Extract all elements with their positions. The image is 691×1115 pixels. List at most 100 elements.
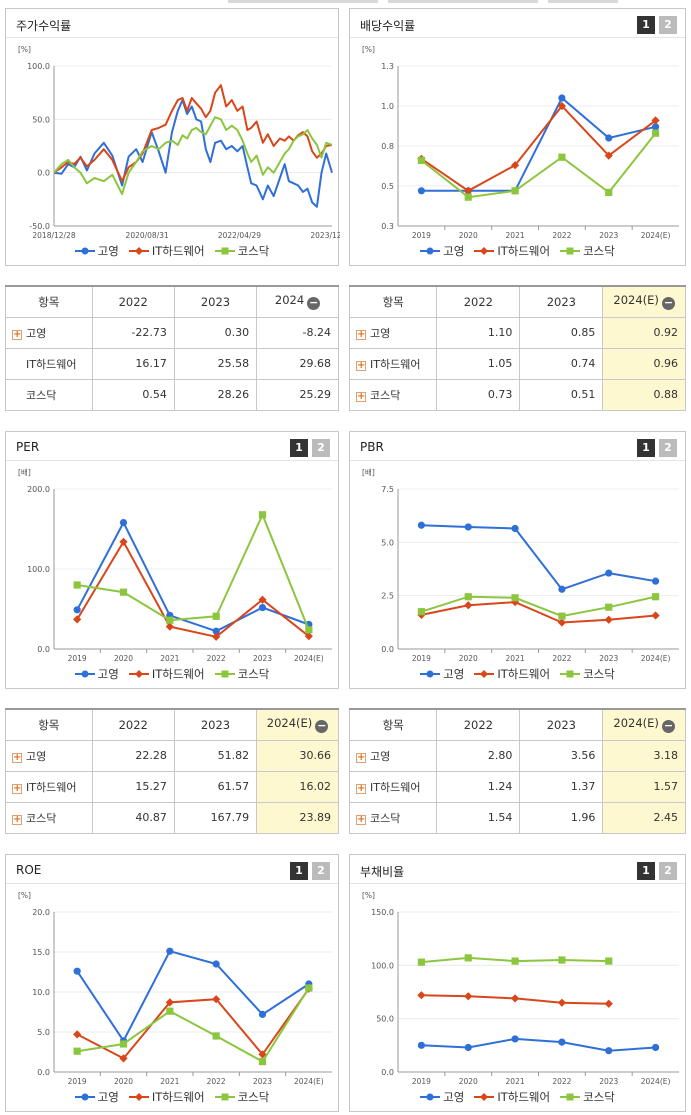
value-cell: 16.17 [91,347,175,380]
data-point [464,193,472,201]
x-tick-label: 2021 [506,1077,525,1086]
table-row: + IT하드웨어 1.05 0.74 0.96 [348,347,686,380]
table-row: + IT하드웨어 1.24 1.37 1.57 [348,770,686,803]
expand-icon[interactable]: + [356,390,366,402]
pbr-chart: [배] 7.5 5.0 2.5 0.0 2019 2020 2021 2022 2023 2024(… [362,468,679,663]
legend-label: IT하드웨어 [497,244,551,258]
legend-marker-icon [420,1093,441,1101]
value-cell: 0.85 [519,316,604,349]
legend-item[interactable]: 코스닥 [560,243,615,259]
data-point [651,577,660,585]
legend-item[interactable]: 고영 [420,666,464,682]
legend-item[interactable]: 코스닥 [214,666,269,682]
legend-marker-icon [560,1093,581,1101]
row-label-cell: + 코스닥 [348,378,438,411]
data-point [212,627,220,635]
legend-item[interactable]: IT하드웨어 [474,1089,550,1105]
tab-1[interactable]: 1 [637,439,655,457]
x-tick-label: 2020 [459,231,478,240]
tab-1[interactable]: 1 [637,16,655,34]
x-tick-label: 2021 [506,654,525,663]
x-tick-label: 2019 [412,654,431,663]
tab-2[interactable]: 2 [312,862,330,880]
data-point [511,594,519,602]
panel-title: ROE [16,863,42,877]
table-row: + 고영 -22.73 0.30 -8.24 [5,316,339,349]
legend-item[interactable]: 코스닥 [214,243,269,259]
legend-item[interactable]: 코스닥 [560,666,615,682]
legend-item[interactable]: 코스닥 [560,1089,615,1105]
expand-icon[interactable]: + [12,751,22,763]
tab-2[interactable]: 2 [312,439,330,457]
value-cell: 0.74 [519,347,604,380]
tab-1[interactable]: 1 [290,862,308,880]
collapse-icon[interactable]: − [661,296,675,311]
value-cell: -8.24 [256,316,339,349]
value-cell: 0.96 [602,347,686,380]
expand-icon[interactable]: + [12,328,22,340]
y-tick-label: 1.3 [381,62,394,71]
value-cell: 1.10 [436,316,521,349]
legend-item[interactable]: 고영 [74,243,119,259]
row-label-cell: + 고영 [5,316,93,349]
collapse-icon[interactable]: − [315,719,329,734]
table-row: + IT하드웨어 15.27 61.57 16.02 [5,770,339,803]
expand-icon[interactable]: + [356,751,366,763]
series-line [77,512,310,631]
value-cell: 0.92 [602,316,686,349]
top-strip-segment [548,0,618,3]
y-tick-label: 50.0 [376,1015,394,1024]
expand-icon[interactable]: + [12,782,22,794]
collapse-icon[interactable]: − [307,296,321,311]
data-point [73,967,81,975]
tab-2[interactable]: 2 [659,16,677,34]
expand-icon[interactable]: + [12,813,22,825]
table-header-row: 항목 2022 2023 2024− [5,285,339,318]
data-point [558,94,566,102]
pbr-panel: PBR 1 2 [배] 7.5 5.0 2.5 0.0 2019 2020 2021 2022 2… [349,431,686,689]
legend-item[interactable]: 고영 [420,1089,464,1105]
collapse-icon[interactable]: − [661,719,675,734]
legend-item[interactable]: IT하드웨어 [128,243,205,259]
expand-icon[interactable]: + [356,813,366,825]
legend-item[interactable]: 고영 [74,1089,119,1105]
expand-icon[interactable]: + [356,359,366,371]
data-point [651,129,660,137]
legend-item[interactable]: 코스닥 [214,1089,269,1105]
legend-item[interactable]: IT하드웨어 [474,666,550,682]
row-label-cell: + 코스닥 [5,801,93,834]
title-divider [6,37,338,38]
legend-item[interactable]: IT하드웨어 [474,243,550,259]
value-cell: 29.68 [256,347,339,380]
data-point [73,581,81,589]
tab-1[interactable]: 1 [290,439,308,457]
value-cell: 1.54 [436,801,521,834]
legend-item[interactable]: 고영 [74,666,119,682]
value-cell: -22.73 [91,316,175,349]
expand-icon[interactable]: + [356,782,366,794]
data-point [651,1043,660,1052]
value-cell: 25.29 [256,378,339,411]
y-tick-label: 5.0 [37,1028,50,1037]
data-point [119,588,128,596]
y-unit-label: [%] [18,891,31,900]
tab-2[interactable]: 2 [659,439,677,457]
x-tick-label: 2022 [207,1077,226,1086]
legend-label: 고영 [97,244,119,258]
x-tick-label: 2024(E) [641,654,671,663]
legend-item[interactable]: 고영 [420,243,464,259]
tab-2[interactable]: 2 [659,862,677,880]
tab-1[interactable]: 1 [637,862,655,880]
legend-item[interactable]: IT하드웨어 [128,666,205,682]
legend-item[interactable]: IT하드웨어 [128,1089,205,1105]
series-line [420,132,657,199]
expand-icon[interactable]: + [356,328,366,340]
table-header-cell: 2023 [519,708,604,741]
x-tick-label: 2024(E) [641,231,671,240]
value-cell: 0.88 [602,378,686,411]
value-cell: 25.58 [173,347,258,380]
table-header-cell: 항목 [348,708,438,741]
chart-legend: 고영 IT하드웨어 코스닥 [6,666,338,682]
series-line [76,539,310,638]
x-tick-label: 2022 [552,231,571,240]
